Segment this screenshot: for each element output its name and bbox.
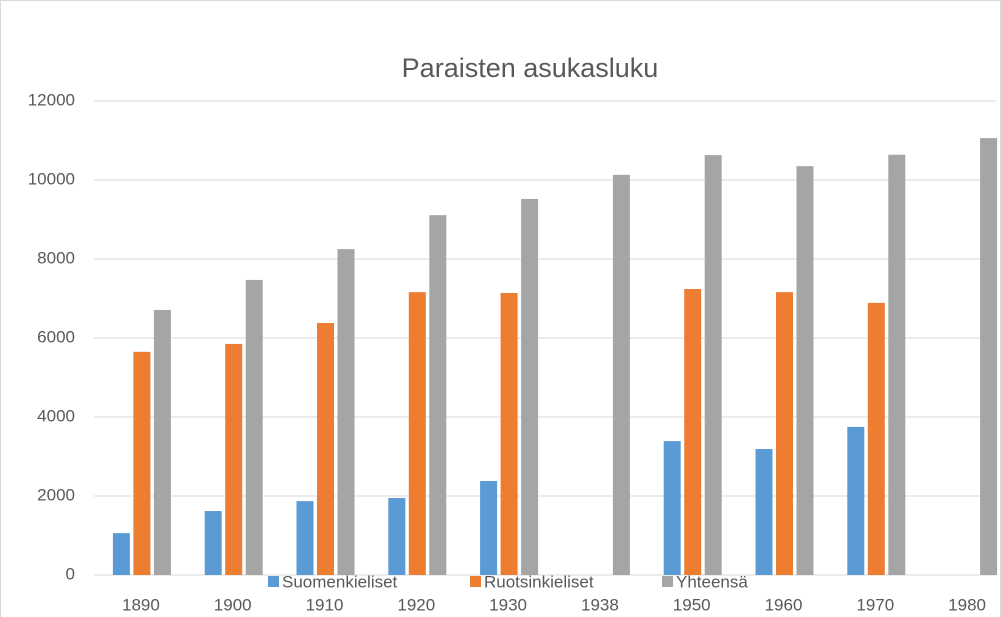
bar	[317, 322, 334, 575]
x-tick-label: 1900	[214, 595, 252, 614]
legend-label: Yhteensä	[676, 572, 748, 591]
bar	[755, 448, 773, 575]
legend-swatch	[470, 576, 481, 587]
bar	[337, 249, 355, 575]
y-tick-label: 6000	[37, 327, 75, 346]
chart-title: Paraisten asukasluku	[402, 53, 659, 83]
bar	[521, 198, 539, 575]
bar	[888, 154, 906, 575]
bar	[408, 292, 426, 575]
bar	[500, 292, 518, 575]
x-tick-label: 1970	[856, 595, 894, 614]
bar	[204, 511, 222, 575]
bar	[480, 480, 498, 575]
legend-swatch	[268, 576, 279, 587]
x-tick-label: 1910	[306, 595, 344, 614]
x-tick-label: 1890	[122, 595, 160, 614]
bar	[245, 279, 263, 575]
y-tick-label: 4000	[37, 406, 75, 425]
bar	[153, 309, 171, 575]
bar	[684, 289, 702, 575]
bar	[980, 138, 998, 575]
x-tick-label: 1938	[581, 595, 619, 614]
x-tick-label: 1980	[948, 595, 986, 614]
x-tick-label: 1960	[765, 595, 803, 614]
bar	[796, 166, 814, 576]
bar	[867, 302, 885, 575]
y-tick-label: 0	[66, 564, 75, 583]
bar	[612, 174, 630, 576]
legend-label: Suomenkieliset	[282, 572, 398, 591]
bar	[847, 426, 865, 575]
bar	[429, 215, 447, 575]
bar	[388, 497, 406, 575]
bar	[133, 351, 151, 575]
y-tick-label: 2000	[37, 485, 75, 504]
legend-swatch	[662, 576, 673, 587]
y-tick-label: 10000	[28, 169, 75, 188]
y-tick-label: 8000	[37, 248, 75, 267]
legend-label: Ruotsinkieliset	[484, 572, 594, 591]
bar	[776, 292, 793, 575]
x-tick-label: 1950	[673, 595, 711, 614]
bar	[296, 501, 314, 575]
bar	[225, 343, 243, 575]
bar	[112, 533, 130, 575]
x-tick-label: 1930	[489, 595, 527, 614]
bar	[704, 155, 722, 576]
bar	[663, 441, 681, 575]
y-tick-label: 12000	[28, 90, 75, 109]
x-tick-label: 1920	[397, 595, 435, 614]
